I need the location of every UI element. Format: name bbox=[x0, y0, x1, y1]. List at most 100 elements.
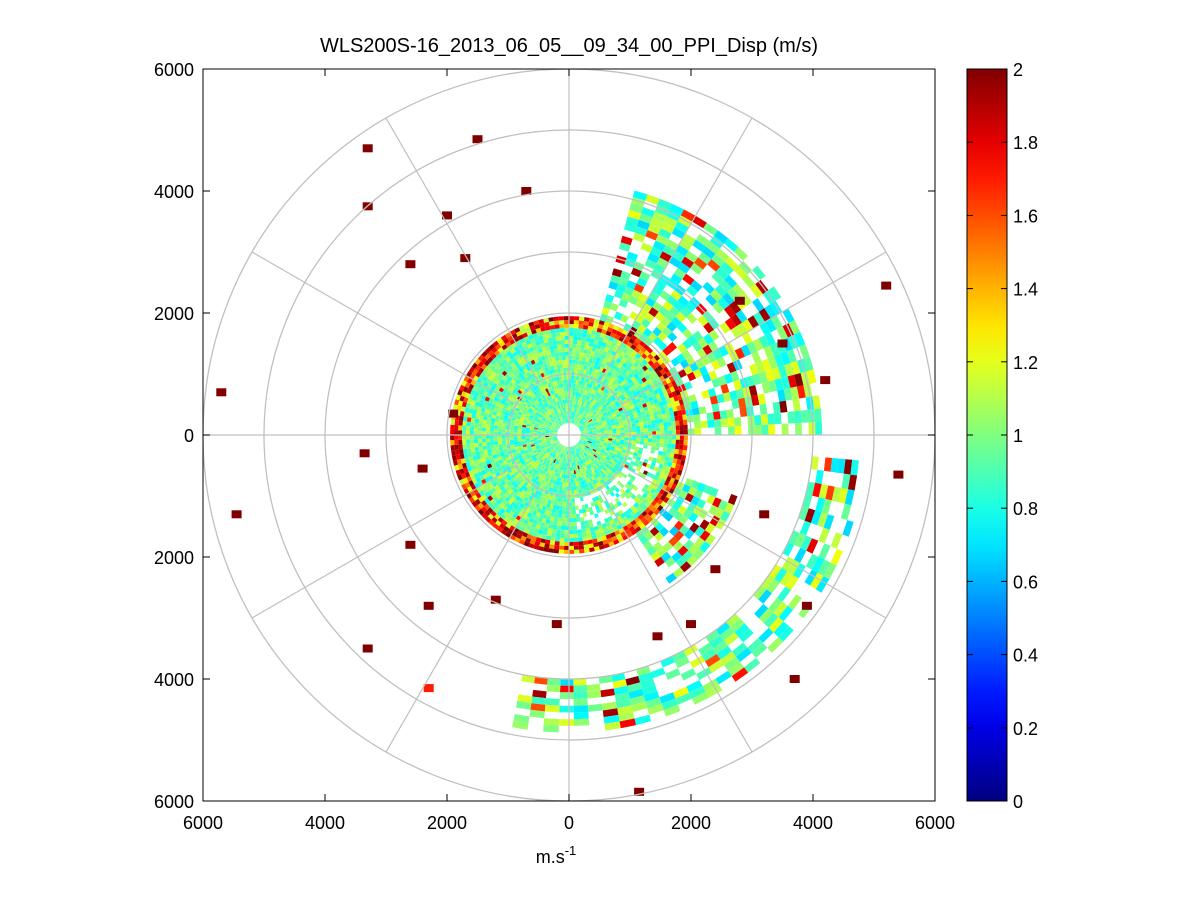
data-cell bbox=[510, 378, 516, 385]
data-cell bbox=[497, 466, 503, 472]
data-cell bbox=[658, 391, 665, 398]
data-cell bbox=[473, 439, 479, 444]
data-cell bbox=[519, 447, 524, 451]
data-cell bbox=[480, 500, 487, 507]
data-cell bbox=[671, 439, 676, 445]
data-cell bbox=[579, 456, 582, 461]
data-cell bbox=[482, 445, 487, 451]
data-cell bbox=[523, 418, 528, 422]
data-cell bbox=[479, 450, 484, 455]
data-cell bbox=[594, 396, 598, 401]
data-cell bbox=[485, 431, 490, 435]
data-cell bbox=[663, 443, 668, 448]
data-cell bbox=[640, 411, 646, 416]
data-cell bbox=[459, 395, 465, 402]
data-cell bbox=[489, 428, 494, 432]
data-cell bbox=[532, 510, 538, 516]
data-cell bbox=[679, 524, 690, 535]
data-cell bbox=[530, 453, 535, 457]
data-cell bbox=[535, 475, 540, 481]
data-cell bbox=[535, 524, 541, 530]
data-cell bbox=[516, 506, 523, 512]
data-cell bbox=[587, 387, 591, 392]
data-cell bbox=[585, 337, 591, 343]
data-cell bbox=[825, 485, 835, 501]
data-cell bbox=[673, 411, 679, 417]
y-tick-label: 2000 bbox=[154, 304, 194, 324]
data-cell bbox=[540, 364, 545, 370]
data-cell bbox=[529, 394, 535, 399]
data-cell bbox=[662, 300, 674, 312]
data-cell bbox=[573, 711, 589, 720]
data-cell bbox=[615, 421, 620, 425]
data-cell bbox=[621, 384, 627, 390]
data-cell bbox=[659, 426, 665, 431]
data-cell bbox=[570, 446, 572, 451]
data-cell bbox=[569, 490, 572, 495]
data-cell bbox=[518, 409, 524, 414]
data-cell bbox=[576, 388, 580, 393]
data-cell bbox=[571, 466, 574, 471]
data-cell bbox=[469, 435, 474, 440]
data-cell bbox=[786, 349, 797, 363]
data-cell bbox=[539, 459, 544, 463]
data-cell bbox=[454, 425, 459, 431]
data-cell bbox=[665, 239, 679, 251]
data-cell bbox=[583, 544, 589, 549]
data-cell bbox=[627, 373, 634, 379]
data-cell bbox=[580, 421, 585, 425]
data-cell bbox=[533, 401, 539, 406]
data-cell bbox=[557, 517, 562, 522]
data-cell bbox=[517, 334, 524, 340]
data-cell bbox=[605, 448, 610, 452]
data-cell bbox=[600, 345, 606, 351]
data-cell bbox=[580, 496, 584, 502]
data-cell bbox=[764, 304, 777, 319]
data-cell bbox=[526, 445, 532, 449]
data-cell bbox=[591, 389, 595, 394]
data-cell bbox=[671, 421, 676, 426]
data-cell bbox=[643, 444, 648, 449]
data-cell bbox=[564, 526, 569, 531]
data-cell bbox=[585, 451, 590, 455]
data-cell bbox=[564, 387, 568, 392]
data-cell bbox=[587, 411, 592, 416]
data-cell bbox=[581, 504, 586, 510]
data-cell bbox=[540, 412, 545, 416]
data-cell bbox=[538, 452, 543, 456]
data-cell bbox=[528, 418, 533, 422]
data-cell bbox=[628, 516, 635, 523]
data-cell bbox=[585, 527, 591, 533]
data-cell bbox=[581, 402, 585, 407]
data-cell bbox=[451, 450, 456, 456]
data-cell bbox=[639, 421, 644, 426]
data-cell bbox=[611, 411, 616, 415]
data-cell bbox=[525, 440, 530, 443]
data-cell bbox=[672, 250, 685, 263]
data-cell bbox=[556, 401, 560, 406]
data-cell bbox=[541, 479, 546, 485]
data-cell bbox=[590, 350, 596, 356]
data-cell bbox=[619, 423, 624, 426]
data-cell bbox=[485, 438, 490, 443]
data-cell bbox=[466, 421, 471, 427]
data-cell bbox=[557, 448, 561, 452]
data-cell bbox=[564, 534, 569, 539]
data-cell bbox=[599, 424, 604, 427]
data-cell bbox=[831, 486, 842, 503]
data-cell bbox=[576, 417, 579, 422]
data-cell bbox=[769, 343, 781, 357]
data-cell bbox=[635, 398, 641, 404]
data-cell bbox=[592, 381, 597, 386]
data-cell bbox=[585, 409, 590, 414]
data-cell bbox=[603, 321, 610, 327]
data-cell bbox=[577, 442, 582, 446]
data-cell bbox=[598, 465, 603, 471]
data-cell bbox=[592, 437, 597, 439]
data-cell bbox=[514, 423, 519, 426]
data-cell bbox=[478, 367, 485, 374]
data-cell bbox=[593, 400, 597, 405]
data-cell bbox=[543, 338, 549, 344]
data-cell bbox=[569, 549, 575, 554]
data-cell bbox=[559, 501, 564, 507]
